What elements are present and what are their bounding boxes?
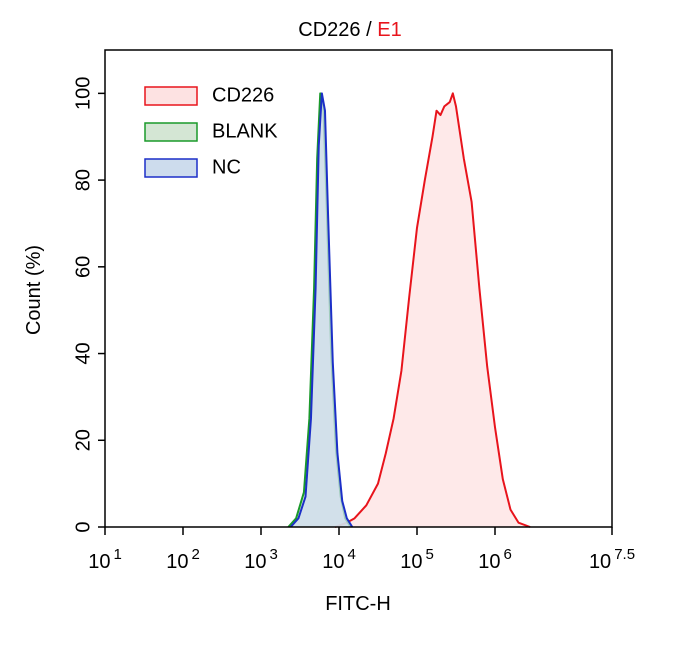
tick-base: 10 [478, 551, 500, 573]
x-tick-label: 10 1 [88, 546, 122, 573]
tick-exponent: 4 [347, 546, 355, 563]
tick-base: 10 [400, 551, 422, 573]
x-tick-label: 10 2 [166, 546, 200, 573]
tick-exponent: 7.5 [614, 546, 635, 563]
tick-exponent: 2 [191, 546, 199, 563]
y-tick-label: 60 [72, 256, 94, 278]
tick-base: 10 [322, 551, 344, 573]
title-part: CD226 / [298, 19, 372, 41]
y-axis-label: Count (%) [23, 245, 45, 335]
histogram-area [334, 92, 531, 528]
tick-base: 10 [88, 551, 110, 573]
y-tick-label: 100 [72, 77, 94, 110]
legend-label: BLANK [212, 120, 278, 142]
legend-label: CD226 [212, 84, 274, 106]
tick-base: 10 [589, 551, 611, 573]
histogram-area [289, 92, 354, 528]
y-tick-label: 80 [72, 169, 94, 191]
tick-exponent: 3 [269, 546, 277, 563]
x-axis-label: FITC-H [325, 593, 391, 615]
tick-base: 10 [244, 551, 266, 573]
x-tick-label: 10 7.5 [589, 546, 635, 573]
x-tick-label: 10 6 [478, 546, 512, 573]
y-tick-label: 20 [72, 429, 94, 451]
x-tick-label: 10 3 [244, 546, 278, 573]
tick-exponent: 6 [503, 546, 511, 563]
x-tick-label: 10 4 [322, 546, 356, 573]
plot-frame [104, 49, 613, 528]
legend-swatch [144, 86, 198, 106]
tick-base: 10 [166, 551, 188, 573]
tick-exponent: 1 [113, 546, 121, 563]
y-tick-label: 40 [72, 342, 94, 364]
title-part: E1 [377, 19, 401, 41]
y-tick-label: 0 [72, 521, 94, 532]
legend-swatch [144, 158, 198, 178]
legend-label: NC [212, 156, 241, 178]
chart-title: CD226 / E1 [298, 19, 401, 41]
legend-swatch [144, 122, 198, 142]
x-tick-label: 10 5 [400, 546, 434, 573]
tick-exponent: 5 [425, 546, 433, 563]
